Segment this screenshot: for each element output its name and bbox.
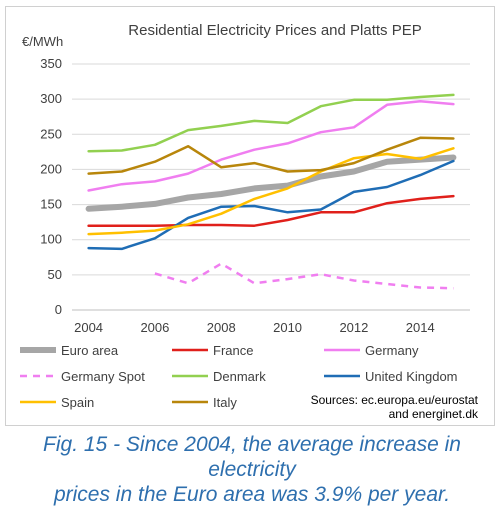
caption-line-1: Fig. 15 - Since 2004, the average increa…: [43, 433, 461, 481]
y-tick-label: 200: [40, 161, 62, 176]
y-tick-label: 150: [40, 197, 62, 212]
x-tick-label: 2006: [140, 320, 169, 335]
y-tick-label: 300: [40, 91, 62, 106]
series-line-germany-spot: [154, 262, 454, 290]
legend-label-italy: Italy: [213, 395, 237, 410]
legend-label-germany-spot: Germany Spot: [61, 369, 145, 384]
legend-label-france: France: [213, 343, 253, 358]
x-tick-label: 2012: [339, 320, 368, 335]
series-line-france: [87, 194, 455, 227]
line-chart: Residential Electricity Prices and Platt…: [20, 22, 479, 421]
sources-annotation: and energinet.dk: [389, 407, 479, 421]
legend-label-germany: Germany: [365, 343, 419, 358]
caption-line-2: prices in the Euro area was 3.9% per yea…: [53, 483, 451, 506]
series-line-germany: [87, 100, 455, 192]
chart-title: Residential Electricity Prices and Platt…: [128, 22, 421, 39]
series-line-united-kingdom: [87, 159, 455, 251]
legend-label-united-kingdom: United Kingdom: [365, 369, 458, 384]
y-tick-label: 350: [40, 56, 62, 71]
series-line-spain: [87, 147, 455, 236]
x-tick-label: 2008: [207, 320, 236, 335]
y-tick-label: 100: [40, 232, 62, 247]
x-tick-label: 2014: [406, 320, 435, 335]
chart-frame: [5, 6, 495, 426]
x-tick-label: 2010: [273, 320, 302, 335]
y-tick-label: 250: [40, 126, 62, 141]
y-axis-label: €/MWh: [22, 34, 63, 49]
series-line-euro-area: [85, 154, 457, 212]
series-line-italy: [87, 136, 455, 175]
y-tick-label: 50: [48, 267, 62, 282]
legend-label-denmark: Denmark: [213, 369, 266, 384]
sources-annotation: Sources: ec.europa.eu/eurostat: [311, 393, 479, 407]
legend-label-euro-area: Euro area: [61, 343, 119, 358]
y-tick-label: 0: [55, 302, 62, 317]
legend-label-spain: Spain: [61, 395, 94, 410]
series-line-denmark: [87, 93, 455, 153]
figure-caption: Fig. 15 - Since 2004, the average increa…: [0, 432, 504, 507]
x-tick-label: 2004: [74, 320, 103, 335]
